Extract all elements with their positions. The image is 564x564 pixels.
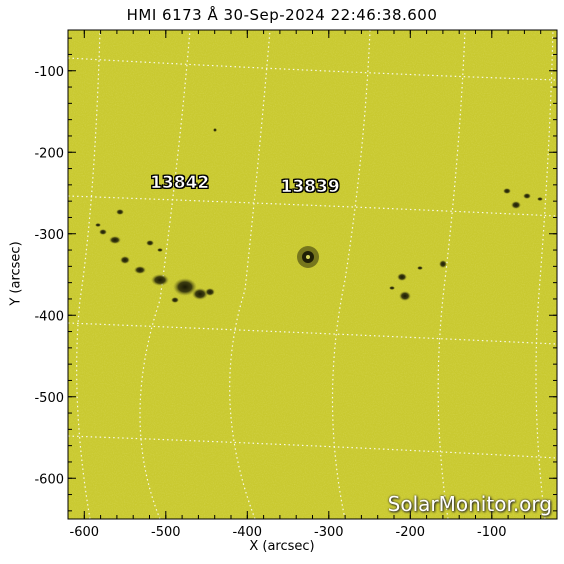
x-axis-ticks: -600 -500 -400 -300 -200 -100 bbox=[67, 30, 558, 540]
grid-line bbox=[437, 29, 466, 520]
heliographic-grid bbox=[67, 29, 558, 520]
grid-line bbox=[76, 29, 101, 520]
grid-line bbox=[67, 57, 558, 81]
x-tick-label: -400 bbox=[233, 525, 263, 540]
y-tick-label: -200 bbox=[34, 146, 64, 161]
sunspot-group-center bbox=[389, 260, 447, 301]
y-axis-ticks: -100 -200 -300 -400 -500 -600 bbox=[34, 37, 557, 512]
disk-granulation bbox=[68, 30, 557, 519]
watermark-logo: SolarMonitor.org bbox=[387, 492, 552, 516]
sunspot-group-13842 bbox=[95, 128, 217, 303]
x-tick-label: -500 bbox=[151, 525, 181, 540]
image-title: HMI 6173 Å 30-Sep-2024 22:46:38.600 bbox=[126, 6, 438, 24]
y-tick-label: -100 bbox=[34, 65, 64, 80]
x-tick-label: -100 bbox=[477, 525, 507, 540]
sunspot-13839 bbox=[297, 246, 319, 268]
grid-line bbox=[67, 435, 558, 459]
active-region-label: 13839 bbox=[280, 176, 340, 198]
active-region-label: 13842 bbox=[150, 172, 210, 194]
y-tick-label: -500 bbox=[34, 391, 64, 406]
y-tick-label: -400 bbox=[34, 309, 64, 324]
x-axis-label: X (arcsec) bbox=[249, 539, 315, 554]
y-tick-label: -600 bbox=[34, 472, 64, 487]
sunspot-group-east bbox=[503, 188, 543, 209]
grid-line bbox=[229, 29, 271, 520]
y-axis-label: Y (arcsec) bbox=[8, 241, 24, 306]
x-tick-label: -300 bbox=[314, 525, 344, 540]
x-tick-label: -600 bbox=[70, 525, 100, 540]
grid-line bbox=[67, 322, 558, 345]
grid-line bbox=[535, 29, 554, 520]
y-tick-label: -300 bbox=[34, 228, 64, 243]
grid-line bbox=[139, 29, 191, 520]
grid-line bbox=[67, 195, 558, 217]
x-tick-label: -200 bbox=[396, 525, 426, 540]
sunspot-layer bbox=[95, 128, 543, 303]
